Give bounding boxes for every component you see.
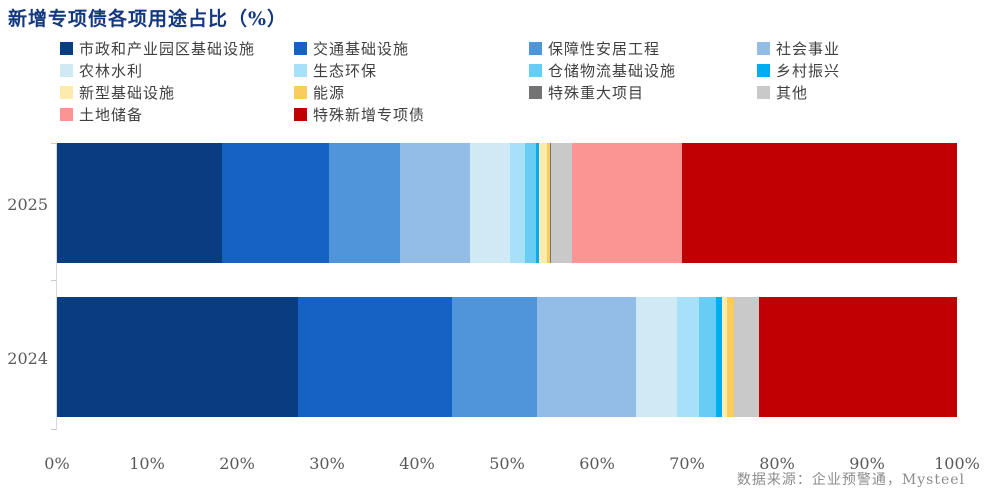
legend-item-2: 保障性安居工程 <box>529 38 757 59</box>
bar-segment <box>221 143 329 263</box>
legend-item-12: 土地储备 <box>60 104 294 125</box>
bar-segment <box>546 143 551 263</box>
plot-area <box>51 143 957 430</box>
legend-item-6: 仓储物流基础设施 <box>529 60 757 81</box>
legend-swatch <box>60 41 73 55</box>
y-axis-tick <box>51 429 56 430</box>
bar-segment <box>733 297 759 417</box>
legend-label: 农林水利 <box>79 61 144 80</box>
x-axis-tick-label: 70% <box>669 454 705 473</box>
stacked-bar-2025 <box>57 143 957 263</box>
bar-segment <box>298 297 453 417</box>
legend-label: 社会事业 <box>776 39 841 58</box>
bar-segment <box>550 143 552 263</box>
legend-label: 土地储备 <box>79 105 144 124</box>
legend-item-7: 乡村振兴 <box>757 60 960 81</box>
bar-segment <box>727 297 734 417</box>
bar-segment <box>470 143 510 263</box>
bar-segment <box>328 143 400 263</box>
bar-segment <box>722 297 728 417</box>
legend-label: 能源 <box>313 83 346 102</box>
legend-swatch <box>294 63 307 77</box>
legend-item-3: 社会事业 <box>757 38 960 59</box>
legend-swatch <box>529 63 542 77</box>
bar-segment <box>551 143 572 263</box>
x-axis-tick-label: 100% <box>934 454 980 473</box>
x-axis-tick-label: 20% <box>219 454 255 473</box>
bar-segment <box>509 143 525 263</box>
legend-swatch <box>294 41 307 55</box>
bar-segment <box>635 297 678 417</box>
x-axis-tick-label: 0% <box>44 454 70 473</box>
legend-swatch <box>757 85 770 99</box>
legend-label: 交通基础设施 <box>313 39 410 58</box>
legend-label: 生态环保 <box>313 61 378 80</box>
x-axis-tick-label: 80% <box>759 454 795 473</box>
bar-segment <box>536 297 636 417</box>
legend-item-4: 农林水利 <box>60 60 294 81</box>
bar-segment <box>57 143 222 263</box>
x-axis-tick-label: 10% <box>129 454 165 473</box>
bar-segment <box>535 143 540 263</box>
bar-segment <box>539 143 547 263</box>
x-axis-tick-label: 90% <box>849 454 885 473</box>
bar-segment <box>677 297 699 417</box>
legend-label: 市政和产业园区基础设施 <box>79 39 256 58</box>
x-axis: 0% 10% 20% 30% 40% 50% 60% 70% 80% 90% 100% <box>44 454 980 476</box>
legend-swatch <box>294 107 307 121</box>
legend-swatch <box>60 85 73 99</box>
legend-item-11: 其他 <box>757 82 960 103</box>
bar-segment <box>758 297 957 417</box>
legend-swatch <box>757 63 770 77</box>
legend-label: 特殊新增专项债 <box>313 105 426 124</box>
legend-swatch <box>60 63 73 77</box>
x-axis-tick-label: 30% <box>309 454 345 473</box>
y-axis-label-2024: 2024 <box>7 349 48 368</box>
bar-segment <box>524 143 536 263</box>
bar-segment <box>399 143 471 263</box>
legend-swatch <box>294 85 307 99</box>
bar-segment <box>682 143 957 263</box>
legend-label: 仓储物流基础设施 <box>548 61 677 80</box>
legend: 市政和产业园区基础设施 交通基础设施 保障性安居工程 社会事业农林水利 生态环保 仓储物流… <box>60 37 960 125</box>
bar-segment <box>715 297 723 417</box>
y-axis-line <box>56 143 57 430</box>
x-axis-tick-label: 50% <box>489 454 525 473</box>
legend-label: 特殊重大项目 <box>548 83 645 102</box>
legend-item-8: 新型基础设施 <box>60 82 294 103</box>
legend-swatch <box>60 107 73 121</box>
legend-label: 保障性安居工程 <box>548 39 661 58</box>
x-axis-tick-label: 60% <box>579 454 615 473</box>
legend-item-9: 能源 <box>294 82 529 103</box>
bar-segment <box>57 297 299 417</box>
legend-item-5: 生态环保 <box>294 60 529 81</box>
legend-swatch <box>757 41 770 55</box>
legend-item-0: 市政和产业园区基础设施 <box>60 38 294 59</box>
legend-swatch <box>529 85 542 99</box>
bar-segment <box>571 143 683 263</box>
y-axis-tick <box>51 143 56 144</box>
legend-item-10: 特殊重大项目 <box>529 82 757 103</box>
bar-segment <box>698 297 716 417</box>
x-axis-tick-label: 40% <box>399 454 435 473</box>
legend-item-1: 交通基础设施 <box>294 38 529 59</box>
legend-swatch <box>529 41 542 55</box>
legend-item-13: 特殊新增专项债 <box>294 104 529 125</box>
legend-label: 新型基础设施 <box>79 83 176 102</box>
y-axis-tick <box>51 280 56 281</box>
data-source-note: 数据来源：企业预警通，Mysteel <box>736 472 965 488</box>
legend-label: 乡村振兴 <box>776 61 841 80</box>
bar-segment <box>452 297 537 417</box>
stacked-bar-2024 <box>57 297 957 417</box>
chart-title: 新增专项债各项用途占比（%） <box>8 8 288 30</box>
y-axis-label-2025: 2025 <box>7 195 48 214</box>
legend-label: 其他 <box>776 83 809 102</box>
